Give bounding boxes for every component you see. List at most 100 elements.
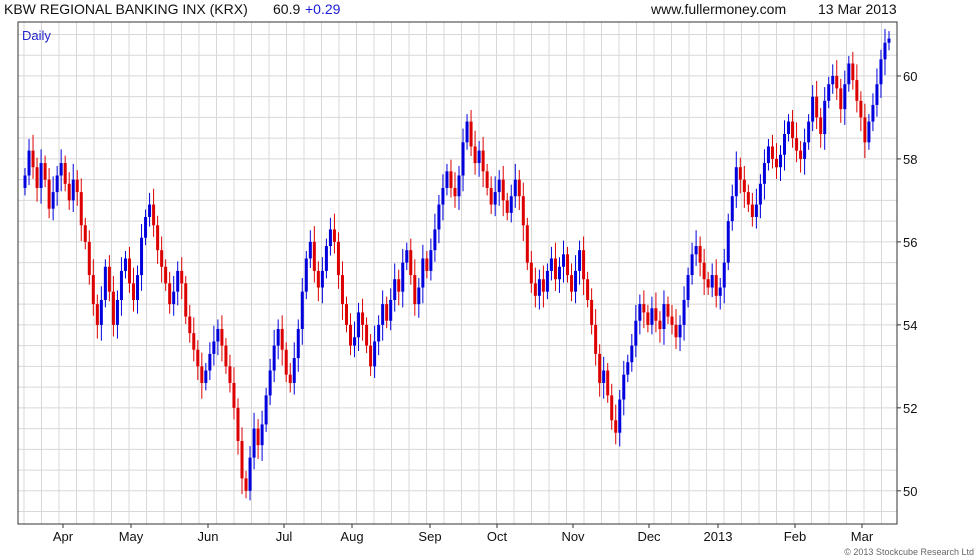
candle [31, 134, 35, 179]
candle [606, 363, 610, 403]
candle [549, 246, 553, 281]
candle [726, 213, 730, 271]
candle [252, 412, 256, 470]
candle [694, 230, 698, 266]
candle [184, 275, 188, 325]
y-tick-label: 58 [903, 152, 917, 167]
candle [855, 64, 859, 113]
candle [702, 248, 706, 295]
candle [706, 271, 710, 295]
candle [501, 165, 505, 217]
candle [63, 155, 67, 192]
candle [111, 275, 115, 337]
candle [405, 242, 409, 271]
candle [248, 446, 252, 501]
candle [734, 151, 738, 208]
period-label: Daily [22, 28, 51, 43]
candle [188, 304, 192, 343]
candle [340, 261, 344, 320]
candle [690, 242, 694, 285]
candle [525, 217, 529, 271]
candle [863, 103, 867, 159]
candle [795, 122, 799, 163]
y-tick-label: 56 [903, 235, 917, 250]
candle [224, 338, 228, 374]
candle [107, 255, 111, 302]
candle [746, 184, 750, 213]
candle [300, 277, 304, 345]
candle [316, 261, 320, 302]
candle [236, 398, 240, 455]
candle [879, 49, 883, 98]
candle [598, 344, 602, 397]
candle [216, 319, 220, 356]
candle [123, 251, 127, 279]
candle [545, 263, 549, 300]
candle [308, 230, 312, 269]
candle [152, 188, 156, 237]
candle [103, 259, 107, 308]
plot-frame [17, 21, 898, 525]
candle [714, 259, 718, 308]
candle [433, 213, 437, 262]
candle [67, 172, 71, 210]
candle [196, 340, 200, 381]
candle [875, 68, 879, 117]
candle [385, 296, 389, 329]
candle [212, 325, 216, 366]
candle [292, 342, 296, 395]
y-axis: 50 52 54 56 58 60 [897, 69, 917, 499]
candle [79, 178, 83, 242]
candle [477, 141, 481, 177]
candle [497, 170, 501, 206]
candle [437, 195, 441, 244]
candle [264, 387, 268, 432]
candle [730, 184, 734, 231]
candle [646, 304, 650, 333]
y-tick-label: 54 [903, 318, 917, 333]
candle [23, 168, 27, 196]
candle [457, 165, 461, 210]
candle [389, 288, 393, 331]
candle [622, 360, 626, 416]
candle [787, 114, 791, 142]
candle [91, 259, 95, 316]
candle [449, 159, 453, 198]
candle [99, 286, 103, 341]
candle [662, 290, 666, 345]
candle [493, 176, 497, 217]
candle [176, 261, 180, 306]
candle [369, 333, 373, 376]
candle [244, 470, 248, 499]
candle [256, 419, 260, 459]
candle [783, 120, 787, 171]
candle [626, 354, 630, 383]
x-tick-label: Sep [418, 529, 441, 544]
candle [445, 163, 449, 196]
candle [674, 309, 678, 349]
candle [425, 251, 429, 279]
candle [807, 114, 811, 150]
candle [698, 236, 702, 277]
candle [228, 354, 232, 393]
candle [839, 78, 843, 123]
x-tick-label: Aug [340, 529, 363, 544]
candle [200, 352, 204, 399]
candle [168, 271, 172, 314]
candle [353, 321, 357, 358]
candle [851, 51, 855, 90]
candle [883, 29, 887, 76]
candle [847, 56, 851, 92]
candle [119, 257, 123, 316]
candle [578, 240, 582, 285]
candle [132, 267, 136, 312]
candle [750, 192, 754, 227]
candle [180, 257, 184, 300]
candle [831, 64, 835, 94]
candle [204, 363, 208, 391]
candle [762, 149, 766, 200]
candle [686, 267, 690, 308]
candle [377, 315, 381, 356]
candle [381, 290, 385, 341]
